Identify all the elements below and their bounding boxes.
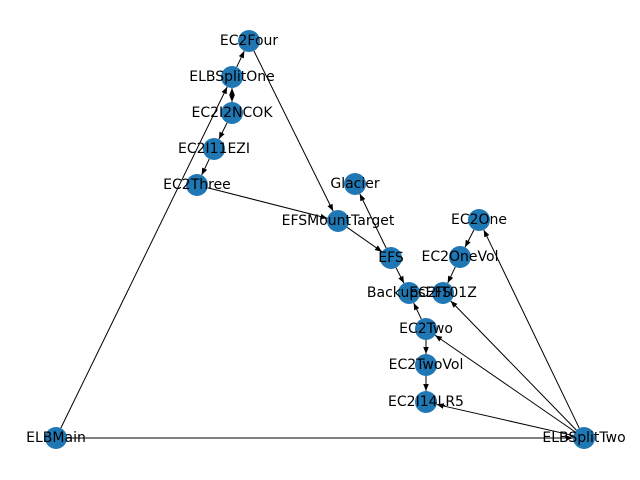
edge-EC2OneVol-to-EC2IT01Z: [447, 266, 456, 284]
node-label-ELBSplitOne: ELBSplitOne: [189, 69, 275, 85]
edge-ELBSplitOne-to-EC2Four: [236, 50, 245, 68]
edge-ELBSplitTwo-to-EC2I14LR5: [436, 403, 574, 437]
edges-layer: [60, 50, 580, 441]
node-EC2IT01Z: [432, 282, 454, 304]
node-EC2Three: [186, 174, 208, 196]
node-label-EC2IT01Z: EC2IT01Z: [409, 285, 477, 301]
node-label-EFSMountTarget: EFSMountTarget: [282, 213, 395, 229]
node-label-ELBMain: ELBMain: [26, 430, 86, 446]
node-Glacier: [344, 173, 366, 195]
edge-ELBSplitTwo-to-EC2One: [483, 229, 580, 429]
node-label-Glacier: Glacier: [330, 176, 380, 192]
node-BackupsEFS: [398, 282, 420, 304]
edge-EC2Three-to-EFSMountTarget: [207, 187, 328, 220]
node-label-EC2Four: EC2Four: [220, 33, 279, 49]
edge-ELBMain-to-ELBSplitOne: [60, 86, 228, 429]
labels-layer: EC2Four ELBSplitOne EC2I2NCOK EC2I11EZI EC2T…: [26, 33, 625, 446]
node-ELBSplitTwo: [573, 427, 595, 449]
node-EC2OneVol: [449, 246, 471, 268]
node-EC2TwoVol: [415, 354, 437, 376]
edge-EFS-to-Glacier: [359, 193, 387, 249]
node-label-EC2TwoVol: EC2TwoVol: [389, 357, 464, 373]
node-label-EC2I11EZI: EC2I11EZI: [178, 141, 250, 157]
node-label-EC2One: EC2One: [451, 212, 507, 228]
node-ELBSplitOne: [221, 66, 243, 88]
node-label-EC2Two: EC2Two: [399, 321, 453, 337]
edge-ELBSplitTwo-to-EC2Two: [434, 334, 576, 433]
node-EC2I14LR5: [415, 391, 437, 413]
node-label-EC2I14LR5: EC2I14LR5: [388, 394, 464, 410]
nodes-layer: [45, 30, 595, 449]
node-EC2Four: [238, 30, 260, 52]
edge-EFSMountTarget-to-EFS: [346, 226, 383, 253]
node-EFS: [380, 247, 402, 269]
edge-EFS-to-BackupsEFS: [395, 267, 405, 284]
node-EC2One: [468, 209, 490, 231]
node-ELBMain: [45, 427, 67, 449]
edge-EC2I11EZI-to-EC2Three: [201, 158, 210, 176]
edge-EC2I2NCOK-to-EC2I11EZI: [218, 122, 228, 140]
node-label-EC2I2NCOK: EC2I2NCOK: [191, 105, 273, 121]
node-label-ELBSplitTwo: ELBSplitTwo: [542, 430, 625, 446]
edge-EC2Four-to-EFSMountTarget: [253, 50, 334, 212]
node-label-EC2Three: EC2Three: [163, 177, 231, 193]
node-EC2I11EZI: [203, 138, 225, 160]
edge-EC2Two-to-BackupsEFS: [413, 302, 422, 320]
node-label-EC2OneVol: EC2OneVol: [422, 249, 499, 265]
node-EC2I2NCOK: [221, 102, 243, 124]
edge-ELBSplitTwo-to-EC2IT01Z: [450, 300, 577, 431]
node-EFSMountTarget: [327, 210, 349, 232]
node-label-EFS: EFS: [378, 250, 404, 266]
edge-EC2One-to-EC2OneVol: [464, 229, 475, 248]
node-EC2Two: [415, 318, 437, 340]
node-label-BackupsEFS: BackupsEFS: [367, 285, 451, 301]
